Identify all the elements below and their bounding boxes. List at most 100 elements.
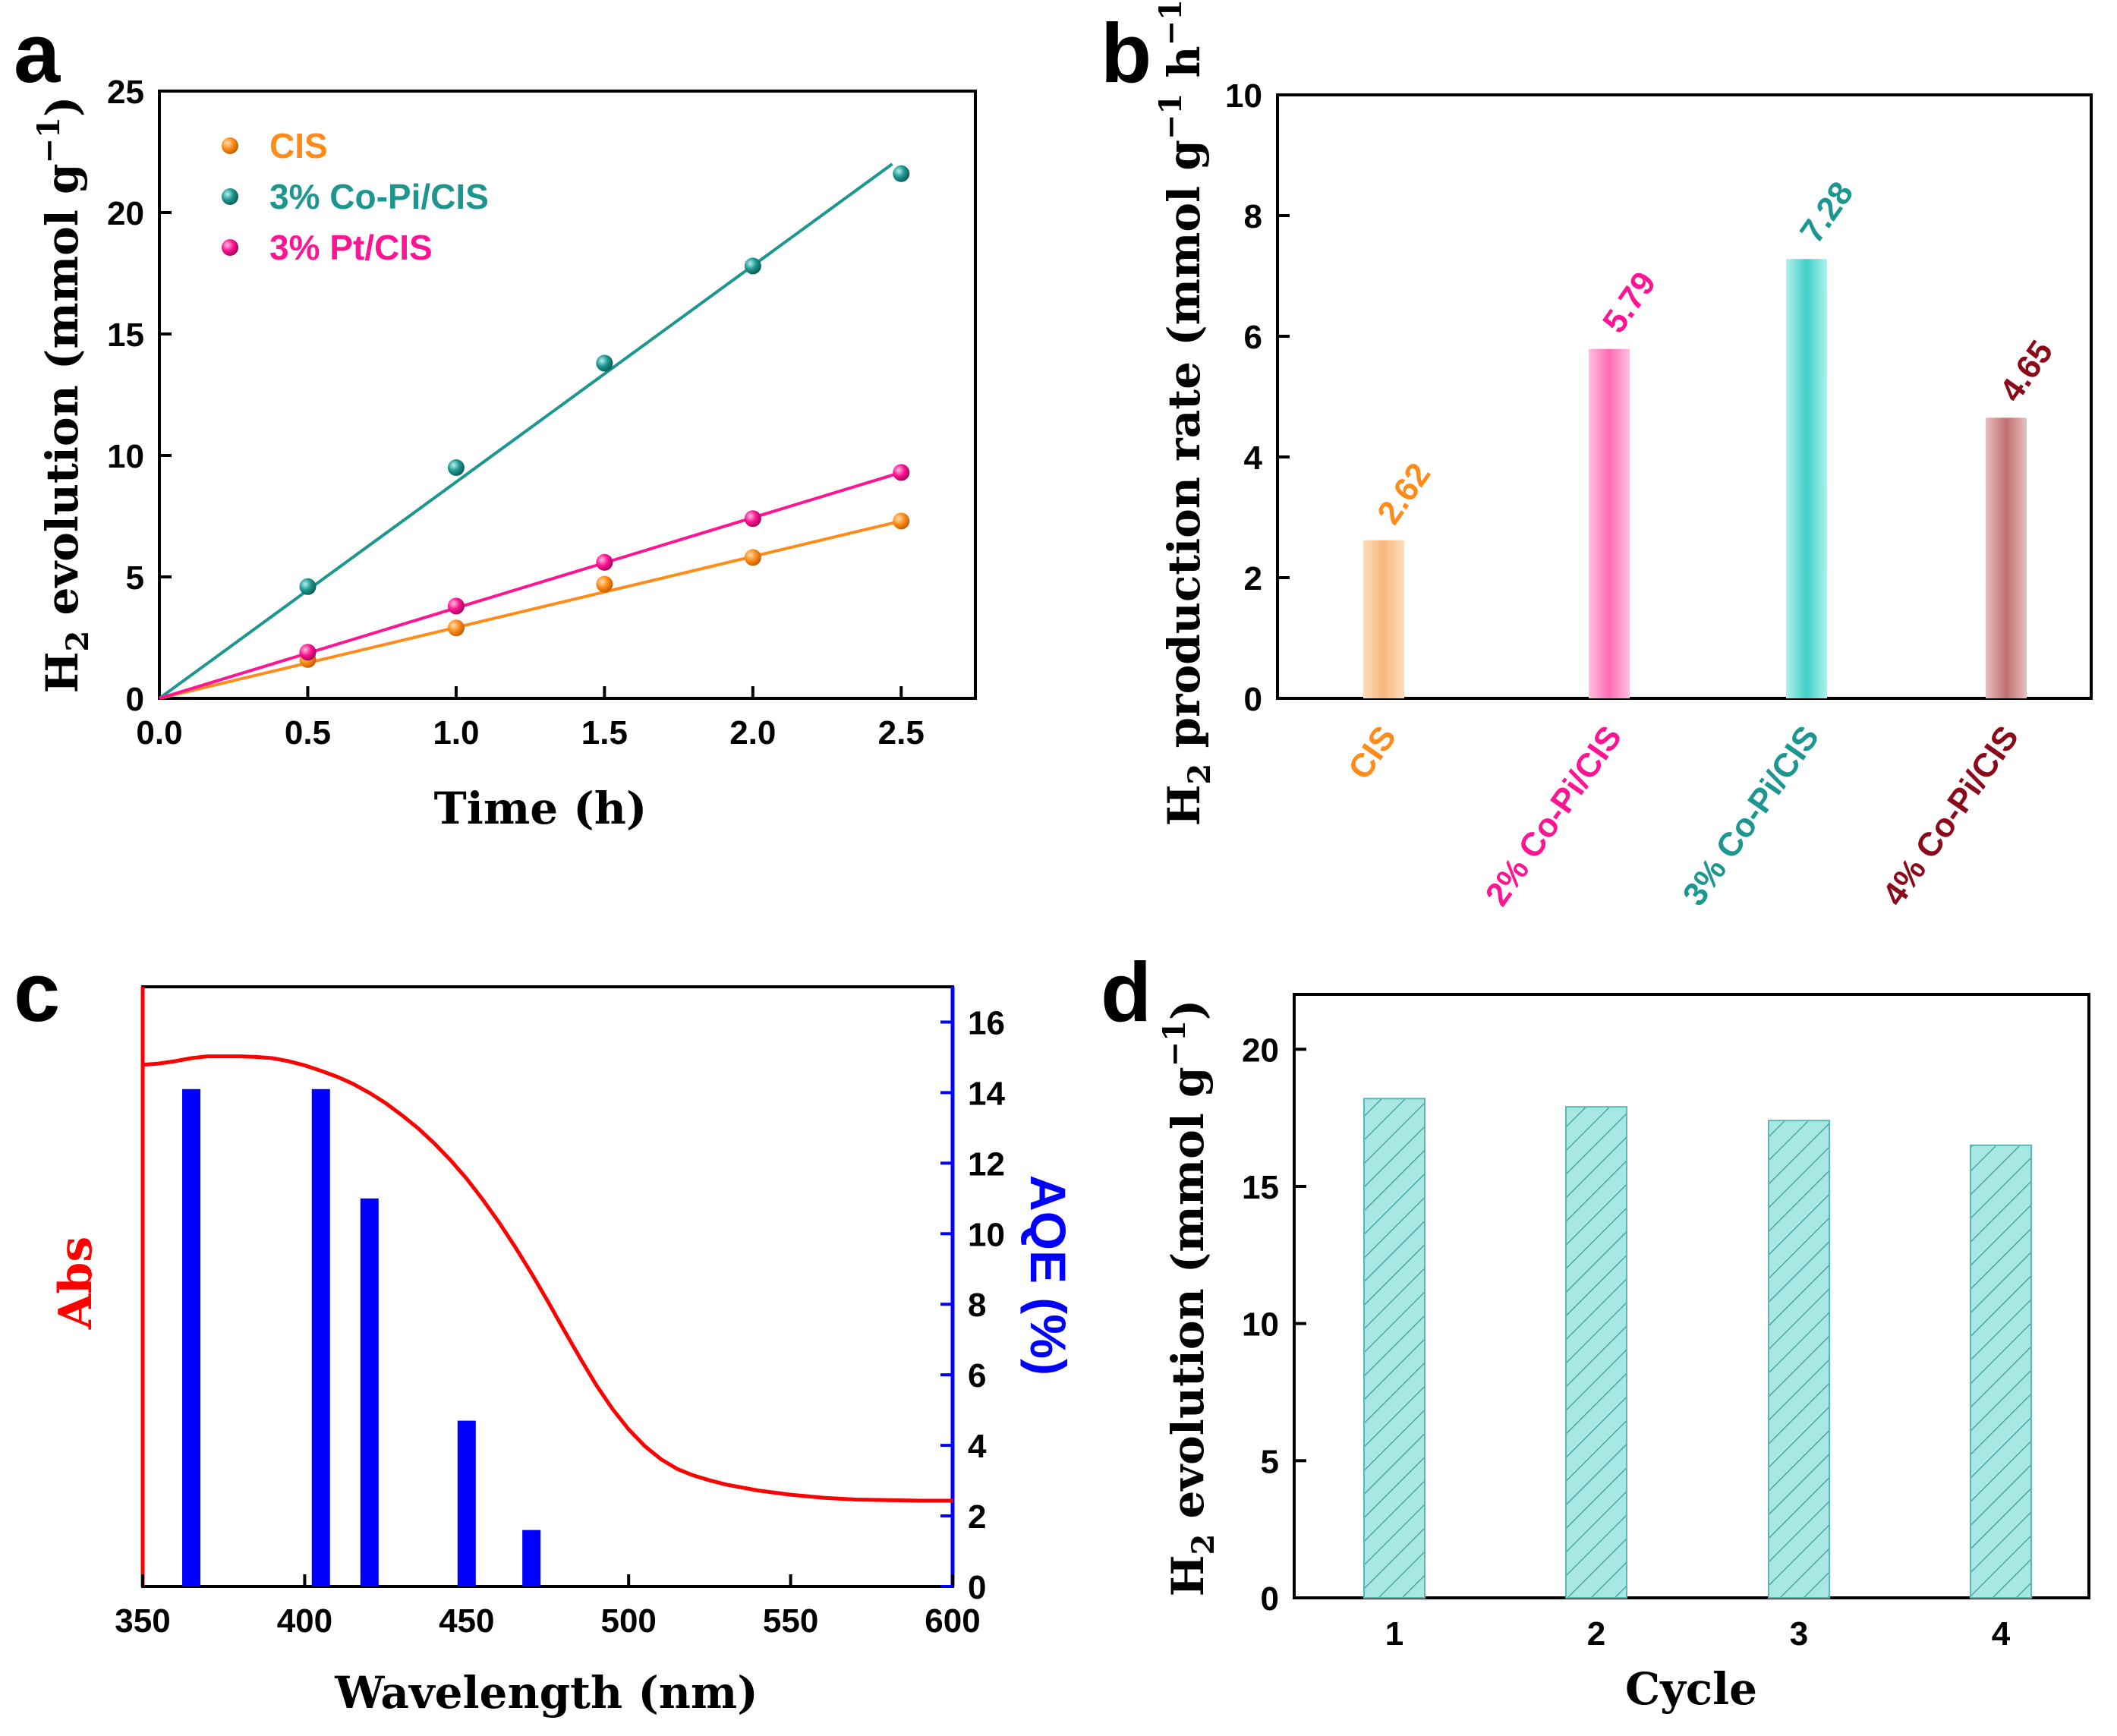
- panel-d-frame: [1293, 993, 2090, 1599]
- x-tick-label: 1.0: [433, 714, 479, 751]
- aqe-bar: [522, 1530, 541, 1586]
- bar: [1363, 540, 1404, 698]
- x-tick-label: 350: [115, 1602, 170, 1640]
- y-tick-label: 10: [107, 438, 144, 475]
- cycle-bar: [1565, 1106, 1627, 1599]
- y-tick-label: 20: [1242, 1032, 1279, 1069]
- y-tick-label: 8: [1244, 198, 1262, 235]
- y-tick-label: 0: [126, 681, 144, 718]
- y-right-tick-label: 14: [968, 1075, 1005, 1112]
- data-point: [299, 644, 317, 661]
- panel-b-chart: 0 2 4 6 8 10 2.62 5.79 7.28 4.65 CIS 2% Co-Pi/CIS…: [1153, 0, 2093, 912]
- panel-b-frame: [1276, 93, 2093, 700]
- y-tick-label: 5: [126, 559, 144, 597]
- fit-line: [159, 471, 902, 700]
- x-tick-label: 0.0: [136, 714, 182, 751]
- legend-marker: [222, 137, 238, 154]
- panel-c-xlabel: Wavelength (nm): [334, 1667, 758, 1719]
- panel-a-chart: 0.0 0.5 1.0 1.5 2.0 2.5 0 5 10 15 20 25 CIS 3% Co-Pi…: [31, 74, 977, 834]
- data-point: [893, 464, 910, 481]
- absorbance-curve: [142, 1054, 953, 1503]
- y-right-tick-label: 0: [968, 1569, 986, 1606]
- y-tick-label: 0: [1244, 681, 1262, 718]
- x-tick-label: 0.5: [285, 714, 331, 751]
- category-label: 3% Co-Pi/CIS: [1676, 720, 1827, 912]
- cycle-bar: [1970, 1144, 2032, 1599]
- aqe-bar: [182, 1089, 201, 1586]
- y-tick-label: 15: [1242, 1169, 1279, 1206]
- data-point: [447, 619, 465, 637]
- data-point: [447, 459, 465, 476]
- data-point: [744, 549, 761, 566]
- data-point: [893, 165, 910, 182]
- y-tick-label: 6: [1244, 319, 1262, 356]
- bar-value-label: 7.28: [1793, 175, 1860, 250]
- bar: [1589, 348, 1630, 698]
- bar: [1786, 259, 1827, 698]
- category-label: 4% Co-Pi/CIS: [1876, 720, 2027, 912]
- legend-label: 3% Pt/CIS: [269, 228, 433, 267]
- bar-value-label: 5.79: [1596, 265, 1663, 339]
- data-point: [447, 597, 465, 615]
- data-point: [299, 578, 317, 595]
- x-tick-label: 1: [1385, 1615, 1403, 1653]
- data-point: [744, 510, 761, 528]
- category-label: CIS: [1341, 720, 1403, 786]
- y-tick-label: 0: [1261, 1580, 1279, 1618]
- legend-marker: [222, 188, 238, 205]
- y-right-tick-label: 2: [968, 1498, 986, 1536]
- cycle-bar: [1363, 1098, 1426, 1599]
- x-tick-label: 450: [439, 1602, 494, 1640]
- y-tick-label: 10: [1225, 77, 1262, 115]
- panel-c-ylabel-left: Abs: [49, 1237, 102, 1330]
- x-tick-label: 1.5: [581, 714, 628, 751]
- fit-line: [158, 162, 893, 700]
- panel-d-xlabel: Cycle: [1625, 1663, 1757, 1715]
- x-tick-label: 2.5: [878, 714, 925, 751]
- bar-value-label: 2.62: [1370, 456, 1438, 531]
- aqe-bar: [311, 1089, 330, 1586]
- x-tick-label: 400: [277, 1602, 332, 1640]
- legend-marker: [222, 239, 238, 256]
- y-tick-label: 20: [107, 195, 144, 232]
- data-point: [596, 354, 613, 372]
- panel-a-frame: [158, 90, 977, 700]
- panel-a-ylabel: H2 evolution (mmol g−1): [31, 96, 96, 694]
- panel-d-ylabel: H2 evolution (mmol g−1): [1157, 1000, 1221, 1597]
- x-tick-label: 500: [600, 1602, 656, 1640]
- y-right-tick-label: 16: [968, 1004, 1005, 1041]
- aqe-bar: [360, 1198, 379, 1586]
- panel-label-b: b: [1101, 7, 1151, 100]
- y-tick-label: 5: [1261, 1443, 1279, 1480]
- y-tick-label: 2: [1244, 560, 1262, 597]
- bar-value-label: 4.65: [1993, 334, 2060, 408]
- x-tick-label: 600: [925, 1602, 980, 1640]
- panel-d-chart: 0 5 10 15 20 1 2 3 4 Cycle H2 evolution (mmol g−…: [1157, 993, 2090, 1715]
- y-tick-label: 4: [1244, 440, 1263, 477]
- legend-label: 3% Co-Pi/CIS: [269, 177, 489, 216]
- x-tick-label: 550: [763, 1602, 818, 1640]
- panel-label-c: c: [14, 946, 60, 1039]
- x-tick-label: 2: [1587, 1615, 1605, 1653]
- y-right-tick-label: 4: [968, 1428, 987, 1465]
- data-point: [744, 257, 761, 275]
- y-tick-label: 10: [1242, 1306, 1279, 1344]
- y-right-tick-label: 12: [968, 1145, 1005, 1183]
- y-right-tick-label: 10: [968, 1216, 1005, 1253]
- panel-c-ylabel-right: AQE (%): [1020, 1175, 1076, 1375]
- panel-label-a: a: [14, 7, 61, 100]
- x-tick-label: 3: [1790, 1615, 1808, 1653]
- cycle-bar: [1768, 1120, 1830, 1599]
- category-label: 2% Co-Pi/CIS: [1479, 720, 1630, 912]
- y-right-tick-label: 6: [968, 1357, 986, 1394]
- data-point: [596, 575, 613, 593]
- y-tick-label: 15: [107, 317, 144, 354]
- legend-label: CIS: [269, 126, 328, 165]
- panel-label-d: d: [1101, 946, 1151, 1039]
- data-point: [893, 512, 910, 530]
- panel-b-ylabel: H2 production rate (mmol g−1 h−1): [1153, 0, 1218, 826]
- panel-a-xlabel: Time (h): [434, 783, 647, 834]
- data-point: [596, 553, 613, 571]
